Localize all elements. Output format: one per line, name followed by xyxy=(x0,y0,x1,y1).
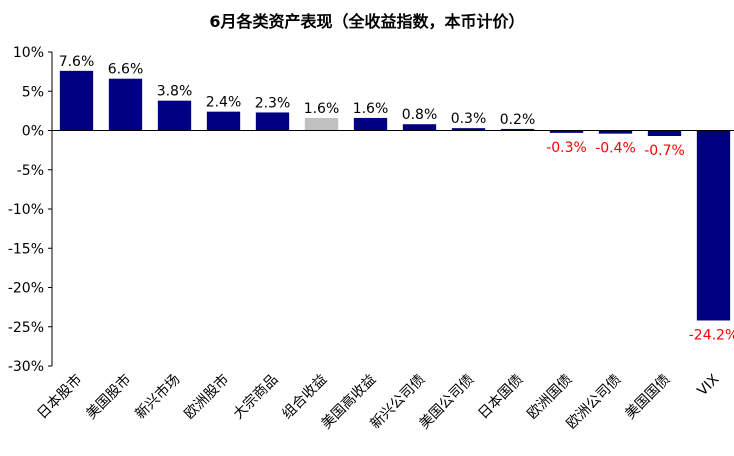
data-label: 7.6% xyxy=(59,54,95,70)
bar xyxy=(59,70,94,131)
bar xyxy=(549,130,584,133)
x-tick-label: 美国股市 xyxy=(83,371,135,423)
x-tick-label: 组合收益 xyxy=(279,372,330,423)
y-tick-label: -5% xyxy=(17,163,44,179)
bar xyxy=(108,78,143,131)
data-label: -0.7% xyxy=(644,143,685,159)
bar xyxy=(304,117,339,131)
data-label: 6.6% xyxy=(108,62,144,78)
x-tick-label: 日本股市 xyxy=(34,371,86,423)
data-label: 2.3% xyxy=(255,95,291,111)
y-tick-label: -10% xyxy=(8,202,44,218)
bar xyxy=(696,130,731,321)
data-labels: 7.6% 6.6% 3.8% 2.4% 2.3% 1.6% 1.6% 0.8% 0.3% 0.2%… xyxy=(59,54,734,344)
bar xyxy=(647,130,682,136)
bar xyxy=(500,128,535,131)
data-label: -0.4% xyxy=(595,141,636,157)
y-tick-label: -15% xyxy=(8,241,44,257)
y-tick-label: 10% xyxy=(13,45,44,61)
y-tick-label: -25% xyxy=(8,320,44,336)
data-label: 1.6% xyxy=(304,101,340,117)
bars xyxy=(59,70,731,321)
bar xyxy=(206,111,241,131)
x-tick-label: 新兴市场 xyxy=(132,371,184,423)
data-label: -0.3% xyxy=(546,140,587,156)
bar xyxy=(402,124,437,131)
y-tick-label: -30% xyxy=(8,359,44,375)
x-tick-label: 欧洲股市 xyxy=(181,371,233,423)
x-axis: 日本股市美国股市新兴市场欧洲股市大宗商品组合收益美国高收益新兴公司债美国公司债日… xyxy=(34,130,734,432)
data-label: -24.2% xyxy=(689,327,734,343)
y-axis: 10% 5% 0% -5% -10% -15% -20% -25% -30% xyxy=(8,45,53,375)
bar xyxy=(255,112,290,131)
data-label: 3.8% xyxy=(157,84,193,100)
chart-title: 6月各类资产表现（全收益指数，本币计价） xyxy=(209,12,525,31)
y-tick-label: 5% xyxy=(22,84,44,100)
x-tick-label: 大宗商品 xyxy=(230,372,281,423)
data-label: 1.6% xyxy=(353,101,389,117)
x-tick-label: 欧洲国债 xyxy=(524,372,575,423)
bar xyxy=(598,130,633,134)
bar xyxy=(451,128,486,131)
x-tick-label: 美国国债 xyxy=(622,372,673,423)
bar xyxy=(157,100,192,131)
y-tick-label: 0% xyxy=(22,124,44,140)
data-label: 2.4% xyxy=(206,95,242,111)
data-label: 0.8% xyxy=(402,107,438,123)
bar xyxy=(353,117,388,131)
x-tick-label: 日本国债 xyxy=(475,372,526,423)
data-label: 0.2% xyxy=(500,112,536,128)
x-tick-label: VIX xyxy=(695,371,723,399)
data-label: 0.3% xyxy=(451,111,487,127)
y-tick-label: -20% xyxy=(8,281,44,297)
